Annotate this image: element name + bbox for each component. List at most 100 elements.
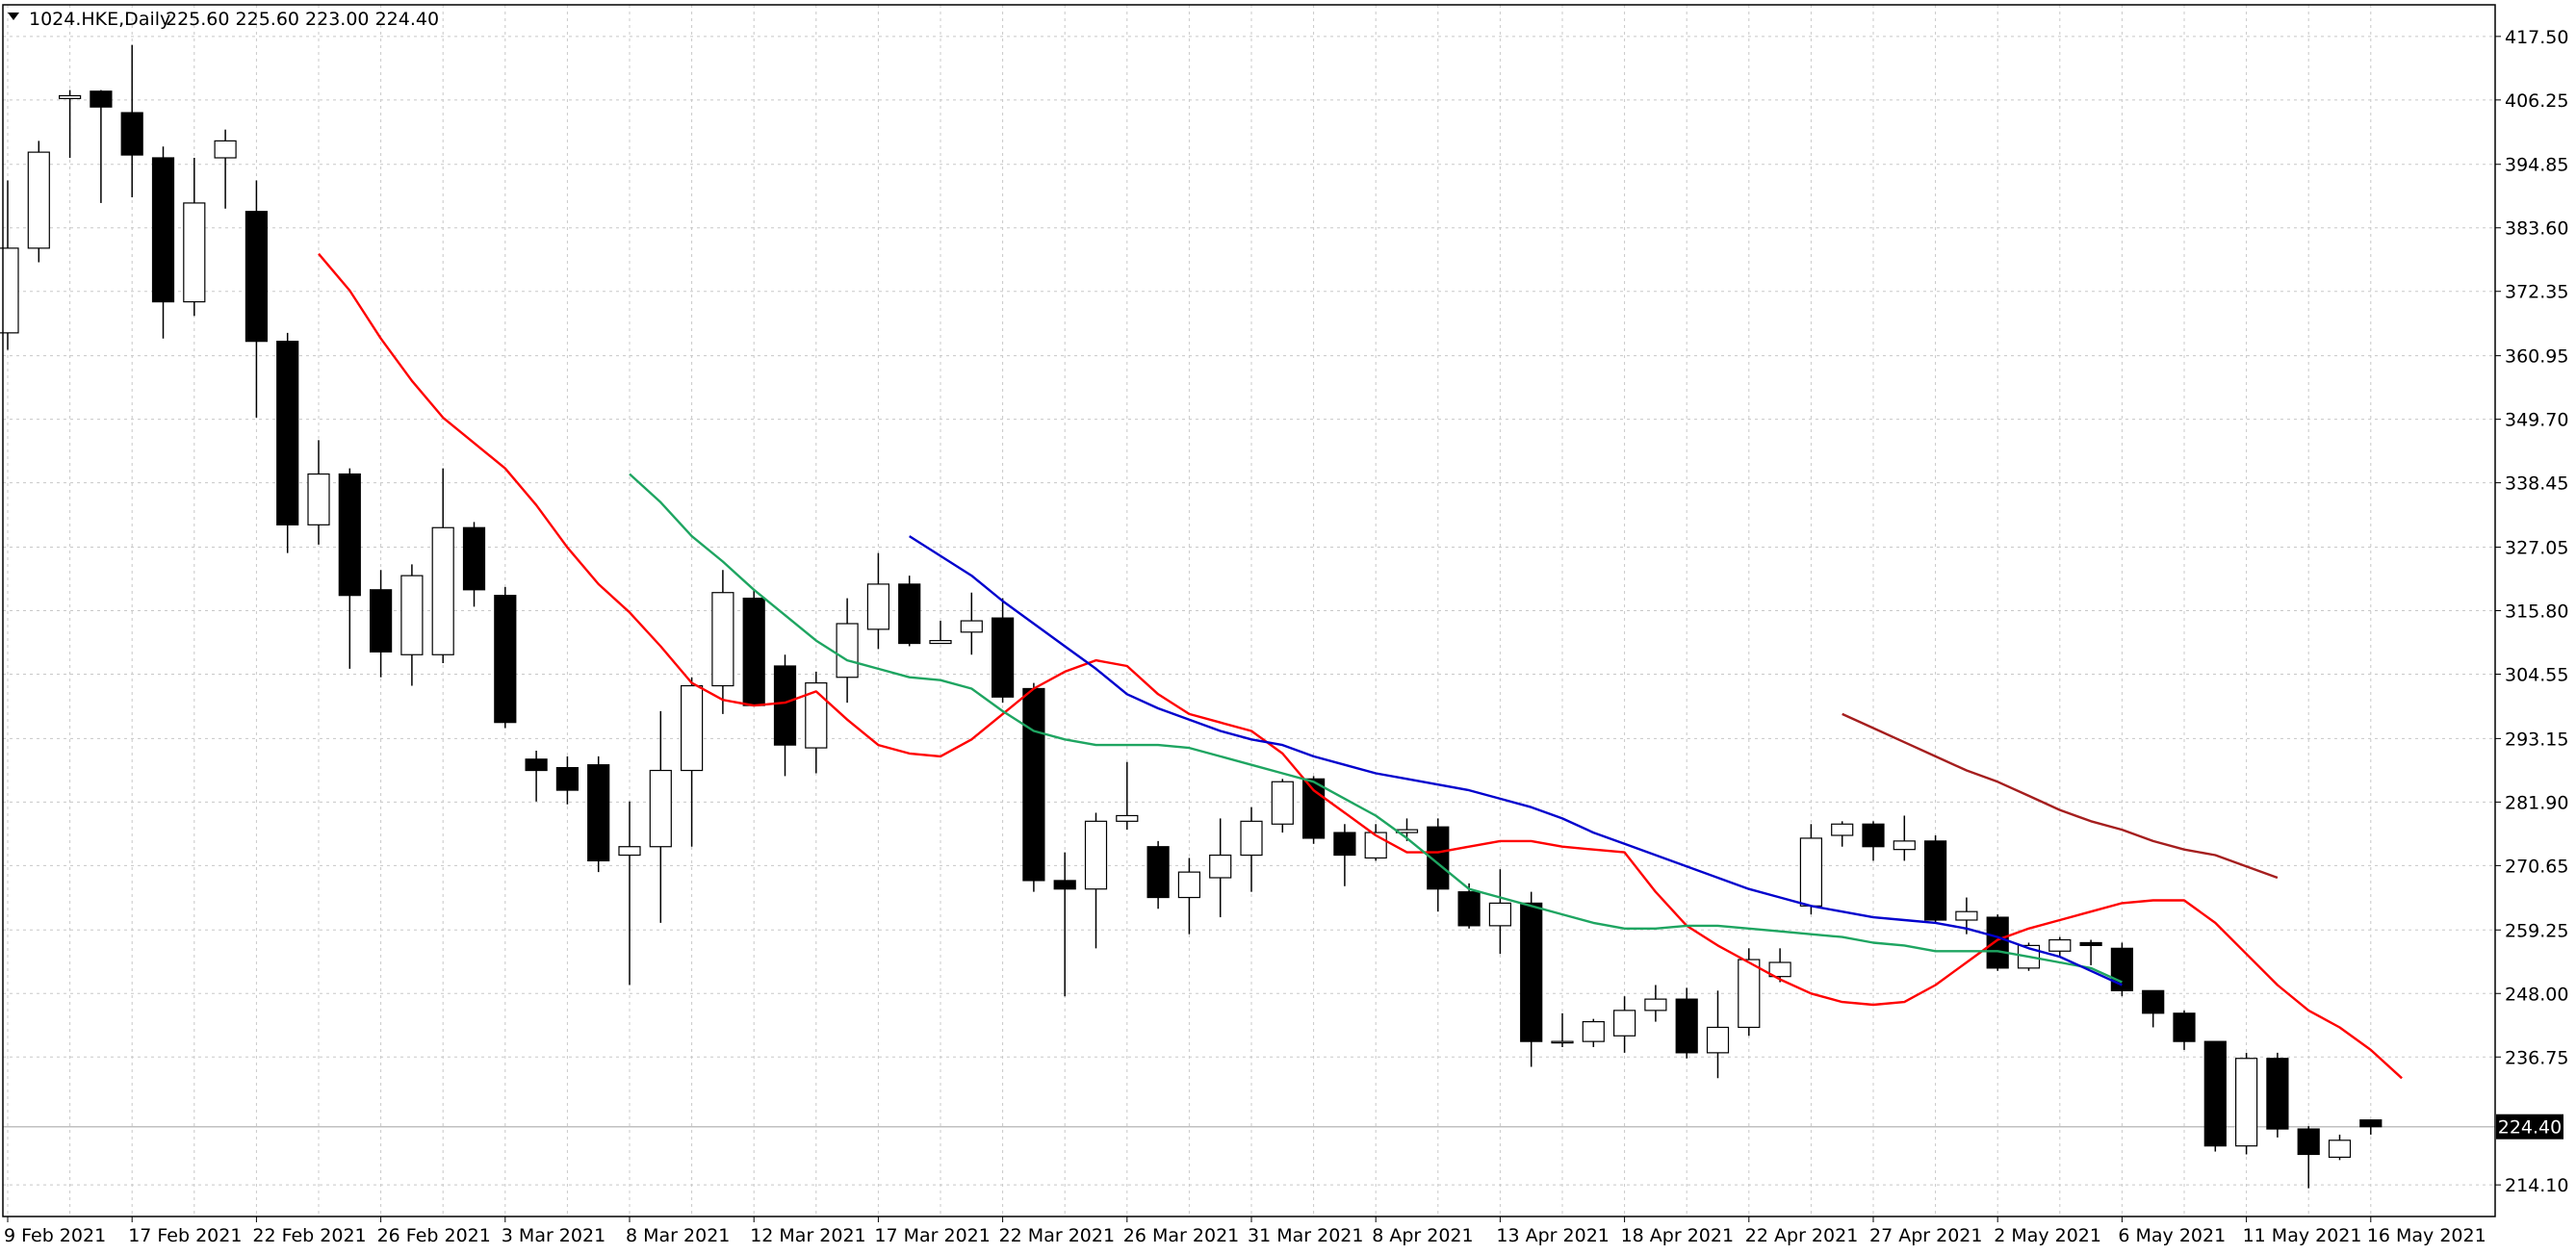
candle — [805, 671, 828, 774]
candle — [120, 44, 143, 198]
y-tick-label: 360.95 — [2505, 346, 2568, 368]
candle-body-bull — [58, 94, 82, 99]
candle — [1333, 824, 1356, 886]
candle-body-bear — [2173, 1012, 2196, 1042]
candle — [183, 157, 206, 317]
x-tick-label: 26 Mar 2021 — [1123, 1225, 1239, 1246]
candles — [0, 44, 2383, 1189]
candle-body-bear — [2266, 1058, 2289, 1130]
candle-body-bear — [1146, 846, 1170, 899]
candle — [1768, 948, 1791, 983]
x-tick-label: 22 Mar 2021 — [999, 1225, 1115, 1246]
candle — [58, 90, 82, 158]
candle — [27, 141, 50, 263]
candle — [2235, 1052, 2258, 1155]
candle-body-bull — [1240, 820, 1263, 857]
candle — [866, 552, 890, 650]
candle — [1612, 996, 1636, 1053]
x-tick-label: 12 Mar 2021 — [750, 1225, 865, 1246]
candle-body-bear — [991, 617, 1015, 698]
candle — [2203, 1040, 2227, 1152]
candle — [587, 756, 610, 873]
candle — [245, 180, 268, 418]
candle-body-bear — [2079, 941, 2102, 946]
candle — [1116, 761, 1139, 831]
candle — [2048, 936, 2072, 958]
candle — [1551, 1012, 1574, 1047]
candle-body-bull — [400, 575, 424, 655]
candle-body-bull — [805, 681, 828, 749]
y-tick-label: 293.15 — [2505, 729, 2568, 750]
price-tag: 224.40 — [2496, 1114, 2563, 1140]
x-tick-label: 9 Feb 2021 — [4, 1225, 106, 1246]
candle-body-bear — [1427, 826, 1450, 890]
candle — [836, 598, 859, 704]
candle — [1488, 869, 1512, 955]
candle-body-bear — [1022, 687, 1045, 882]
candle-body-bear — [2297, 1128, 2320, 1156]
candle — [0, 180, 19, 350]
candle — [1831, 821, 1854, 847]
x-tick-label: 8 Mar 2021 — [626, 1225, 730, 1246]
candle — [898, 576, 921, 647]
current-price-tag — [2496, 1114, 2563, 1140]
candle-body-bear — [338, 473, 361, 597]
y-tick-label: 270.65 — [2505, 856, 2568, 877]
candle-body-bear — [1520, 902, 1543, 1042]
x-tick-label: 2 May 2021 — [1994, 1225, 2101, 1246]
candle-body-bull — [1551, 1040, 1574, 1044]
candle-body-bull — [1177, 871, 1201, 899]
x-tick-label: 22 Feb 2021 — [252, 1225, 366, 1246]
candle-body-bull — [214, 140, 237, 159]
y-tick-label: 236.75 — [2505, 1047, 2568, 1068]
x-axis: 9 Feb 2021 17 Feb 2021 22 Feb 2021 26 Feb 2… — [4, 1217, 2486, 1246]
candle — [649, 710, 672, 923]
y-tick-label: 214.10 — [2505, 1175, 2568, 1196]
triangle-down-icon[interactable] — [8, 13, 19, 20]
candle-body-bull — [960, 620, 983, 633]
candle — [1893, 815, 1916, 861]
candle-body-bull — [1488, 902, 1512, 927]
candle — [1209, 818, 1232, 918]
candle-body-bull — [1706, 1026, 1730, 1054]
candle-body-bull — [1271, 781, 1294, 825]
candle — [2266, 1052, 2289, 1138]
candle-body-bear — [1333, 832, 1356, 857]
candle-body-bear — [1675, 998, 1698, 1054]
candle-body-bear — [1053, 880, 1076, 890]
x-tick-label: 22 Apr 2021 — [1745, 1225, 1858, 1246]
y-tick-label: 304.55 — [2505, 665, 2568, 686]
candle-body-bear — [898, 583, 921, 645]
x-tick-label: 11 May 2021 — [2243, 1225, 2362, 1246]
candle — [462, 522, 486, 607]
candle — [555, 756, 580, 805]
candle-body-bear — [90, 90, 113, 108]
candle — [307, 440, 330, 545]
candle — [680, 677, 704, 847]
candle-body-bear — [2203, 1040, 2227, 1147]
candle — [431, 468, 454, 664]
candle-body-bull — [1893, 840, 1916, 851]
candle — [1862, 821, 1885, 861]
candle-body-bear — [151, 157, 175, 303]
candle — [1084, 812, 1108, 949]
candle-body-bull — [2235, 1058, 2258, 1147]
x-tick-label: 3 Mar 2021 — [502, 1225, 605, 1246]
x-tick-label: 8 Apr 2021 — [1372, 1225, 1473, 1246]
candle-body-bear — [462, 526, 486, 591]
moving-average-line-4 — [1842, 712, 2279, 880]
candle — [1457, 883, 1481, 929]
candle — [1427, 818, 1450, 912]
y-tick-label: 406.25 — [2505, 90, 2568, 112]
x-tick-label: 31 Mar 2021 — [1248, 1225, 1363, 1246]
candle-body-bear — [494, 595, 517, 724]
candle-body-bear — [2359, 1119, 2383, 1128]
candle-body-bull — [618, 846, 641, 857]
x-tick-label: 17 Feb 2021 — [128, 1225, 242, 1246]
candle-body-bear — [370, 589, 393, 653]
candle-body-bull — [27, 151, 50, 249]
ohlc-label: 225.60 225.60 223.00 224.40 — [166, 9, 439, 30]
